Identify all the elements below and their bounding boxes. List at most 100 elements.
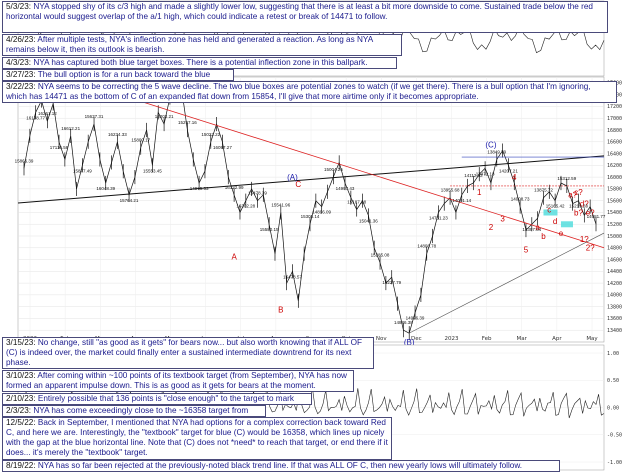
price-annotation: 13472.18 xyxy=(476,171,495,176)
y-tick-label: 14000 xyxy=(607,293,622,299)
price-annotation: 15165.42 xyxy=(546,204,565,209)
price-annotation: 13849.79 xyxy=(487,149,506,154)
wave-label: 2 xyxy=(489,223,494,232)
note-date: 3/15/23: xyxy=(6,338,36,347)
price-annotation: 15541.96 xyxy=(271,202,290,207)
price-annotation: 14896.09 xyxy=(312,210,331,215)
note-date: 12/5/22: xyxy=(6,418,36,427)
price-annotation: 15478.57 xyxy=(283,274,302,279)
wave-label: (A) xyxy=(287,173,298,182)
annotation-note: 2/10/23: Entirely possible that 136 poin… xyxy=(2,393,312,405)
note-text: NYA has come exceedingly close to the ~1… xyxy=(33,406,249,415)
price-annotation: 15478.39 xyxy=(248,191,267,196)
price-annotation: 16003.21 xyxy=(155,114,174,119)
x-tick-label: Nov xyxy=(376,336,387,342)
note-text: Entirely possible that 136 points is "cl… xyxy=(37,394,294,403)
wave-label: d xyxy=(553,217,557,226)
y-tick-label: 15000 xyxy=(607,234,622,240)
price-annotation: 15004.26 xyxy=(324,167,343,172)
wave-label: 1? xyxy=(580,235,589,244)
wave-label: 5 xyxy=(524,245,529,254)
price-line xyxy=(23,79,597,334)
note-date: 4/26/23: xyxy=(6,35,36,44)
annotation-note: 8/19/22: NYA has so far been rejected at… xyxy=(2,460,560,472)
bottom-y-tick-label: 0.00 xyxy=(607,405,619,411)
y-tick-label: 16800 xyxy=(607,128,622,134)
trend-line-gray xyxy=(409,232,605,334)
wave-label: (B) xyxy=(404,338,415,347)
price-annotation: 16178.77 xyxy=(26,115,45,120)
annotation-note: 12/5/22: Back in September, I mentioned … xyxy=(2,417,392,460)
bottom-y-tick-label: 1.00 xyxy=(607,351,619,357)
wave-label: b xyxy=(541,232,546,241)
price-annotation: 16122.99 xyxy=(225,185,244,190)
price-annotation: 15866.39 xyxy=(15,158,34,163)
annotation-note: 3/22/23: NYA seems to be correcting the … xyxy=(2,81,617,103)
wave-label: d? xyxy=(580,200,589,209)
price-annotation: 15285.08 xyxy=(371,253,390,258)
note-text: After multiple tests, NYA's inflection z… xyxy=(6,35,373,54)
note-date: 2/3/23: xyxy=(6,406,32,415)
price-annotation: 13875.72 xyxy=(534,188,553,193)
y-tick-label: 15400 xyxy=(607,210,622,216)
price-annotation: 15297.16 xyxy=(178,120,197,125)
target-box xyxy=(560,221,573,228)
annotation-note: 3/10/23: After coming within ~100 points… xyxy=(2,370,354,392)
price-annotation: 16097.27 xyxy=(213,145,232,150)
price-annotation: 14976.39 xyxy=(406,316,425,321)
price-annotation: 15312.59 xyxy=(557,176,576,181)
annotation-note: 3/27/23: The bull option is for a run ba… xyxy=(2,69,234,81)
price-annotation: 13955.68 xyxy=(441,188,460,193)
price-annotation: 15187.28 xyxy=(347,200,366,205)
wave-label: C xyxy=(295,180,301,189)
trend-line-red xyxy=(137,100,605,249)
note-date: 3/10/23: xyxy=(6,371,36,380)
annotation-note: 3/15/23: No change, still "as good as it… xyxy=(2,337,374,369)
price-annotation: 15800.17 xyxy=(131,138,150,143)
price-annotation: 14681.77 xyxy=(587,214,606,219)
trend-line-black xyxy=(17,155,605,204)
note-text: NYA has so far been rejected at the prev… xyxy=(35,461,523,470)
wave-label: a xyxy=(535,223,540,232)
y-tick-label: 13400 xyxy=(607,328,622,334)
x-tick-label: May xyxy=(586,336,598,342)
wave-label: e? xyxy=(586,208,595,217)
price-annotation: 17116.58 xyxy=(50,145,69,150)
y-tick-label: 16200 xyxy=(607,163,622,169)
price-annotation: 14751.23 xyxy=(429,215,448,220)
wave-label: c xyxy=(547,205,551,214)
bottom-y-tick-label: -0.50 xyxy=(607,433,622,439)
y-tick-label: 15600 xyxy=(607,198,622,204)
y-tick-label: 15800 xyxy=(607,187,622,193)
x-tick-label: Dec xyxy=(411,336,422,342)
price-annotation: 16227.79 xyxy=(382,280,401,285)
note-text: After coming within ~100 points of its t… xyxy=(6,371,347,390)
wave-label: 2? xyxy=(586,244,595,253)
price-annotation: 14207.21 xyxy=(499,168,518,173)
y-tick-label: 14600 xyxy=(607,257,622,263)
note-text: No change, still "as good as it gets" fo… xyxy=(6,338,362,367)
price-annotation: 16612.21 xyxy=(61,126,80,131)
price-annotation: 14091.14 xyxy=(452,198,471,203)
price-annotation: 16048.39 xyxy=(96,186,115,191)
annotation-note: 4/26/23: After multiple tests, NYA's inf… xyxy=(2,34,402,56)
y-tick-label: 14200 xyxy=(607,281,622,287)
price-annotation: 14808.78 xyxy=(417,244,436,249)
wave-label: 3 xyxy=(500,214,505,223)
note-text: NYA seems to be correcting the 5 wave de… xyxy=(6,82,591,101)
price-annotation: 14997.43 xyxy=(336,186,355,191)
wave-label: a? xyxy=(568,191,577,200)
price-annotation: 15219.28 xyxy=(569,204,588,209)
y-tick-label: 15200 xyxy=(607,222,622,228)
price-annotation: 14397.04 xyxy=(522,227,541,232)
y-tick-label: 16600 xyxy=(607,140,622,146)
y-tick-label: 14400 xyxy=(607,269,622,275)
price-annotation: 15580.15 xyxy=(260,227,279,232)
note-date: 3/27/23: xyxy=(6,70,36,79)
note-date: 3/22/23: xyxy=(6,82,36,91)
x-tick-label: 2023 xyxy=(445,336,459,342)
note-date: 4/3/23: xyxy=(6,58,32,67)
wave-label: 4 xyxy=(512,173,517,182)
price-annotation: 15553.45 xyxy=(143,168,162,173)
wave-label: (C) xyxy=(485,141,496,150)
